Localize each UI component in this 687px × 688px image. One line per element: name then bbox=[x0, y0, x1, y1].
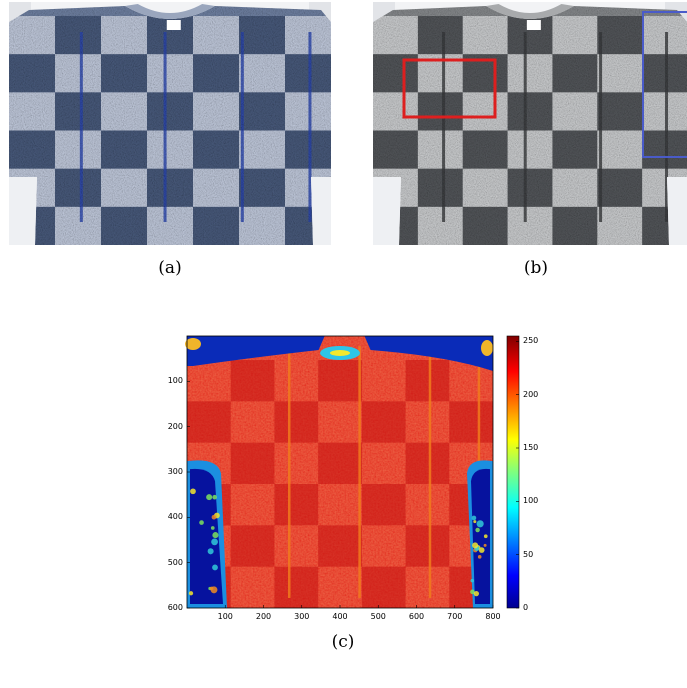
y-tick-label: 500 bbox=[167, 557, 183, 567]
colorbar-tick-label: 0 bbox=[523, 603, 529, 612]
y-tick-label: 200 bbox=[167, 421, 183, 431]
x-tick-label: 500 bbox=[370, 612, 386, 621]
panel-c-heatmap bbox=[160, 330, 560, 620]
heatmap-plot-area bbox=[185, 336, 493, 608]
x-tick-label: 400 bbox=[332, 612, 348, 621]
collar bbox=[124, 4, 216, 19]
x-tick-label: 300 bbox=[294, 612, 310, 621]
x-tick-label: 200 bbox=[255, 612, 272, 621]
blue-highlight-box bbox=[642, 11, 687, 158]
y-tick-label: 300 bbox=[167, 467, 183, 476]
x-tick-label: 700 bbox=[447, 612, 463, 621]
caption-c: (c) bbox=[331, 632, 355, 652]
sweater-grayscale-image bbox=[373, 2, 687, 245]
sweater-body bbox=[9, 4, 331, 245]
panel-a-photo bbox=[9, 2, 331, 245]
x-tick-label: 100 bbox=[217, 612, 233, 621]
top-right-blue-region bbox=[364, 336, 493, 371]
colorbar-tick-label: 50 bbox=[523, 549, 534, 559]
collar bbox=[486, 4, 574, 19]
heatmap-chart bbox=[185, 335, 520, 609]
colorbar bbox=[506, 335, 520, 609]
tag-label bbox=[526, 20, 541, 30]
y-tick-label: 400 bbox=[167, 512, 183, 522]
top-left-blue-region bbox=[187, 336, 325, 366]
caption-b: (b) bbox=[523, 258, 549, 278]
x-tick-label: 800 bbox=[485, 612, 501, 621]
colorbar-tick-label: 100 bbox=[523, 496, 539, 506]
x-tick-label: 600 bbox=[408, 612, 425, 621]
y-tick-label: 600 bbox=[167, 603, 183, 612]
caption-a: (a) bbox=[158, 258, 182, 278]
colorbar-tick-label: 200 bbox=[523, 389, 539, 399]
panel-b-photo bbox=[373, 2, 687, 245]
colorbar-tick-label: 150 bbox=[523, 443, 539, 452]
sweater-body bbox=[373, 4, 687, 245]
tag-label bbox=[166, 20, 181, 30]
red-highlight-box bbox=[402, 58, 497, 119]
colorbar-tick-label: 250 bbox=[523, 336, 539, 346]
y-tick-label: 100 bbox=[167, 376, 183, 386]
sweater-color-image bbox=[9, 2, 331, 245]
